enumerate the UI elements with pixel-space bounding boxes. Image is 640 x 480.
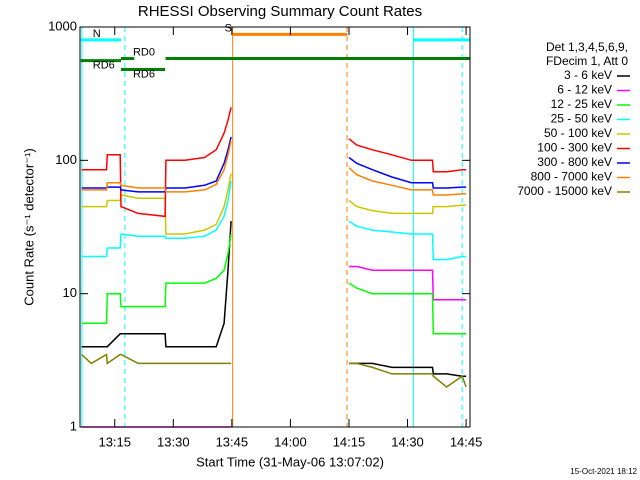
y-tick-label: 1 <box>70 418 77 433</box>
flag-label: RD6 <box>133 68 155 80</box>
footer: 15-Oct-2021 18:12 <box>570 467 637 476</box>
series-line <box>81 140 467 196</box>
legend-label: 25 - 50 keV <box>551 112 612 126</box>
series-line <box>81 221 467 378</box>
x-tick-label: 13:30 <box>157 434 190 449</box>
y-tick-label: 10 <box>63 285 77 300</box>
legend-label: 6 - 12 keV <box>557 83 612 97</box>
series-line <box>81 107 467 218</box>
x-axis-label: Start Time (31-May-06 13:07:02) <box>196 454 384 469</box>
flag-label: RD6 <box>93 59 115 71</box>
flag-label: N <box>93 28 101 40</box>
y-tick-label: 1000 <box>48 18 77 33</box>
legend-label: 7000 - 15000 keV <box>517 184 612 198</box>
x-tick-label: 14:30 <box>391 434 424 449</box>
legend-label: 300 - 800 keV <box>537 155 612 169</box>
legend-label: 12 - 25 keV <box>551 97 612 111</box>
y-axis-label: Count Rate (s⁻¹ detector⁻¹) <box>21 148 36 306</box>
flag-label: RD0 <box>133 46 155 58</box>
series-line <box>81 353 467 388</box>
chart-title: RHESSI Observing Summary Count Rates <box>138 3 422 20</box>
x-tick-label: 14:00 <box>274 434 307 449</box>
legend-label: 100 - 300 keV <box>537 141 612 155</box>
series-line <box>81 180 467 261</box>
plot-frame <box>79 26 471 428</box>
legend-label: 800 - 7000 keV <box>531 170 612 184</box>
legend-label: 50 - 100 keV <box>544 126 612 140</box>
x-tick-label: 14:15 <box>333 434 366 449</box>
series-line <box>81 233 467 335</box>
flag-label: S <box>225 22 232 34</box>
x-tick-label: 13:15 <box>98 434 131 449</box>
y-tick-label: 100 <box>55 152 77 167</box>
x-tick-label: 13:45 <box>216 434 249 449</box>
legend-label: 3 - 6 keV <box>564 68 612 82</box>
legend-header: Det 1,3,4,5,6,9, <box>546 40 628 54</box>
x-tick-label: 14:45 <box>450 434 483 449</box>
legend-header: FDecim 1, Att 0 <box>546 54 628 68</box>
